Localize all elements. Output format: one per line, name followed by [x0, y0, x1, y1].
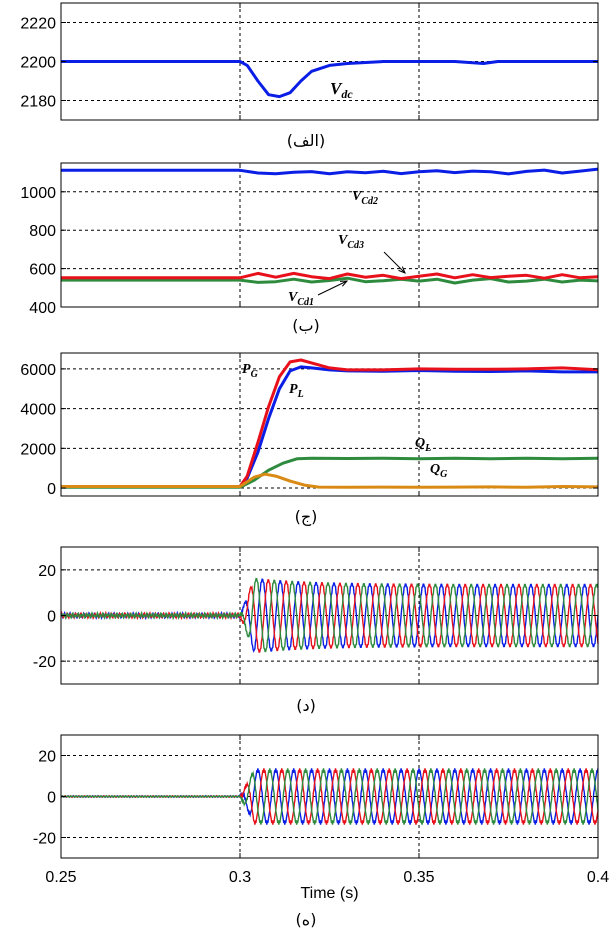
- annotation-symbol: P: [289, 382, 298, 397]
- series-annotation-Vdc: Vdc: [330, 79, 353, 101]
- series-annotation-VCd1: VCd1: [288, 290, 314, 308]
- series-line-c-0: [61, 365, 598, 488]
- y-tick-label: -20: [33, 654, 56, 671]
- series-group-c: [61, 358, 599, 489]
- annotation-arrowhead: [339, 280, 349, 287]
- y-tick-label: -20: [33, 831, 56, 848]
- series-line-b-2: [61, 271, 599, 281]
- series-group-b: [61, 167, 599, 285]
- annotation-subscript: G: [440, 469, 448, 480]
- series-annotation-PG: PG: [242, 362, 259, 380]
- grid-c: [61, 353, 598, 496]
- series-line-c-2: [61, 456, 599, 489]
- x-tick-label: 0.3: [229, 869, 251, 886]
- panel-a: 2180 2200 2220 Vdc (الف): [20, 2, 599, 150]
- annotation-subscript: L: [424, 443, 431, 454]
- series-annotation-PL: PL: [289, 382, 304, 400]
- grid-b: [61, 163, 598, 308]
- series-annotation-VCd2: VCd2: [352, 189, 378, 207]
- y-tick-label: 2180: [20, 94, 56, 111]
- x-tick-label: 0.25: [45, 869, 76, 886]
- annotation-subscript: Cd1: [297, 297, 314, 308]
- y-tick-label: 6000: [20, 362, 56, 379]
- panel-d: -20 0 20 (د): [33, 546, 599, 715]
- x-tick-label: 0.35: [403, 869, 434, 886]
- panel-e: -20 0 20 (ه) 0.25 0.3 0.35 0.4 Time (s): [33, 734, 609, 929]
- annotation-symbol: Q: [430, 462, 440, 477]
- series-annotation-QL: QL: [415, 436, 431, 454]
- series-line-c-1: [61, 358, 599, 488]
- x-tick-label: 0.4: [587, 869, 609, 886]
- plot-frame-c: [60, 352, 599, 497]
- y-tick-label: 2200: [20, 55, 56, 72]
- annotation-subscript: L: [297, 389, 304, 400]
- annotation-subscript: Cd2: [361, 196, 378, 207]
- grid-a: [61, 3, 598, 120]
- x-axis-label: Time (s): [300, 885, 358, 902]
- series-annotation-QG: QG: [430, 462, 448, 480]
- series-group-a: [61, 60, 598, 99]
- y-tick-label: 400: [29, 300, 56, 317]
- plot-frame-b: [60, 162, 599, 308]
- series-line-e-2: [60, 768, 599, 825]
- annotation-arrow: [383, 251, 406, 274]
- y-tick-label: 20: [38, 563, 56, 580]
- annotation-symbol: V: [338, 233, 349, 248]
- annotation-symbol: P: [242, 362, 251, 377]
- annotation-symbol: Q: [415, 436, 425, 451]
- y-tick-label: 2220: [20, 16, 56, 33]
- y-tick-label: 20: [38, 749, 56, 766]
- y-tick-label: 0: [47, 609, 56, 626]
- annotation-subscript: G: [251, 369, 259, 380]
- series-group-d: [60, 577, 599, 653]
- y-tick-label: 600: [29, 262, 56, 279]
- y-tick-label: 800: [29, 223, 56, 240]
- panel-caption-e: (ه): [296, 910, 317, 929]
- series-annotation-VCd3: VCd3: [338, 233, 364, 251]
- series-line-b-0: [61, 167, 599, 176]
- panel-caption-c: (ج): [295, 507, 318, 527]
- series-line-a-0: [61, 60, 598, 99]
- panel-caption-a: (الف): [287, 131, 325, 150]
- y-tick-label: 0: [47, 790, 56, 807]
- series-line-c-3: [61, 472, 599, 489]
- annotation-arrow: [317, 280, 348, 296]
- series-line-b-1: [61, 276, 599, 285]
- series-group-e: [60, 768, 599, 825]
- annotation-symbol: V: [330, 79, 343, 98]
- annotation-subscript: Cd3: [347, 240, 364, 251]
- annotation-subscript: dc: [341, 87, 353, 101]
- annotation-arrowhead: [398, 266, 406, 274]
- y-tick-label: 4000: [20, 402, 56, 419]
- y-tick-label: 1000: [20, 185, 56, 202]
- annotation-symbol: V: [352, 189, 363, 204]
- series-line-d-2: [60, 577, 599, 653]
- y-tick-label: 2000: [20, 441, 56, 458]
- panel-caption-d: (د): [296, 696, 316, 715]
- y-tick-label: 0: [47, 481, 56, 498]
- annotation-symbol: V: [288, 290, 299, 305]
- panel-caption-b: (ب): [292, 316, 320, 335]
